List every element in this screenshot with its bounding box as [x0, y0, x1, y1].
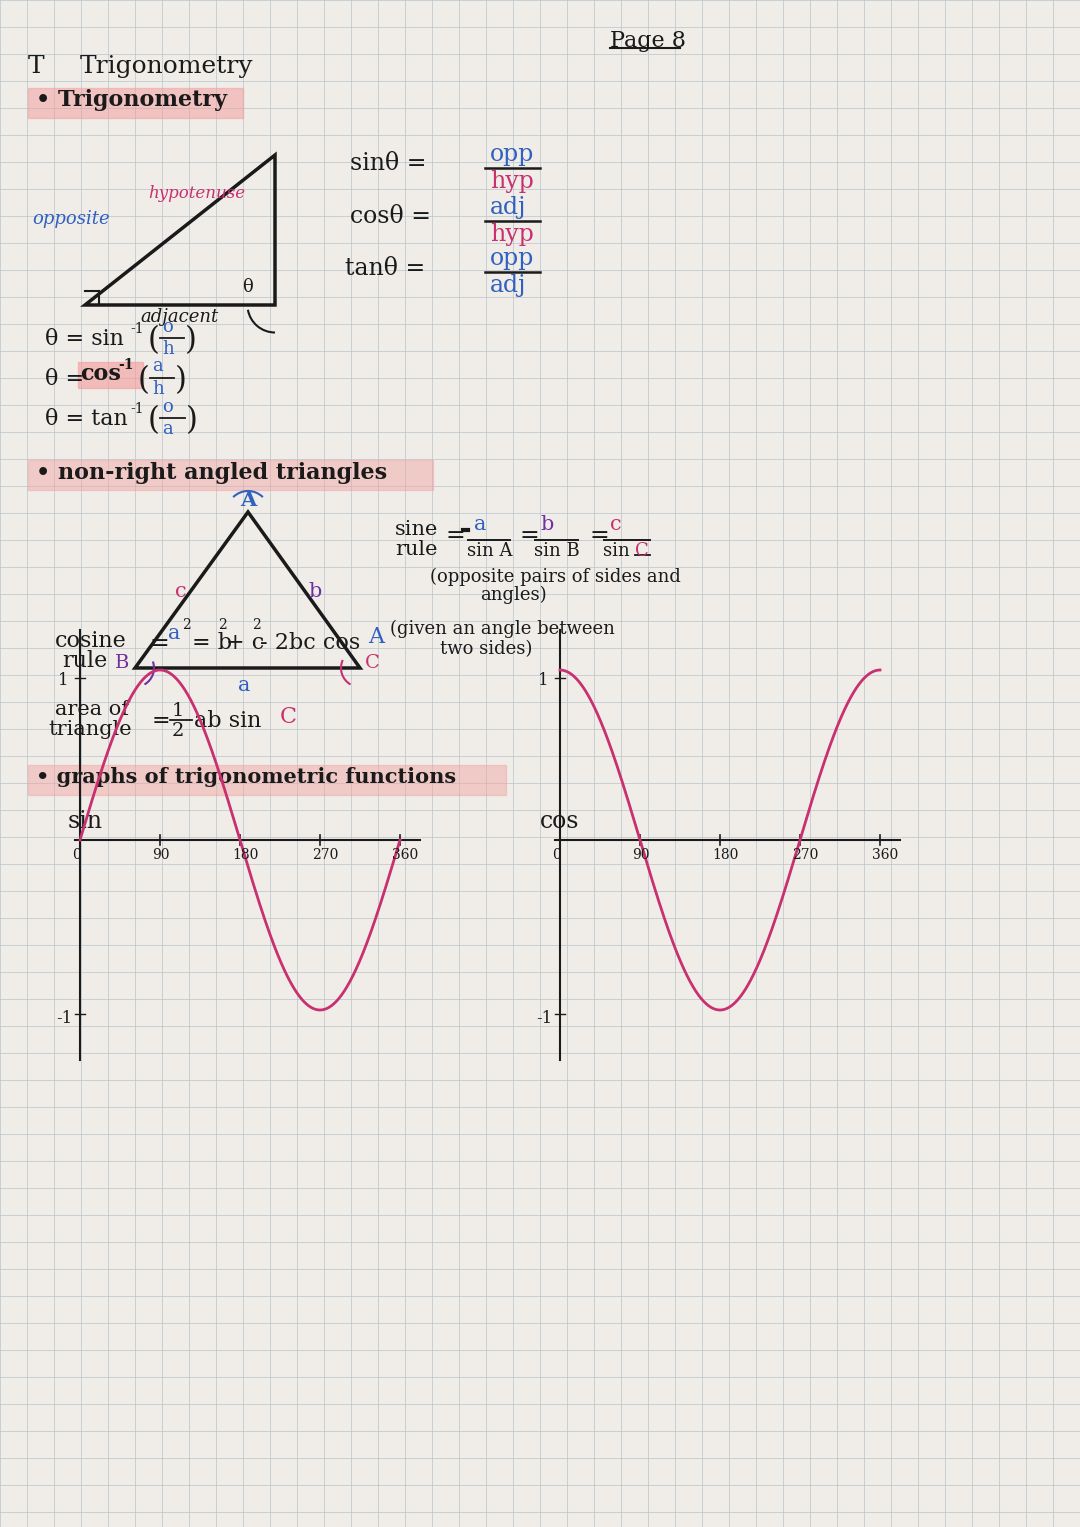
Text: θ = tan: θ = tan: [45, 408, 127, 431]
Bar: [28, 765, 507, 796]
Text: c: c: [175, 582, 187, 602]
Text: 270: 270: [792, 847, 819, 863]
Bar: [28, 89, 243, 118]
Bar: [28, 460, 433, 490]
Text: -1: -1: [130, 322, 144, 336]
Text: + c: + c: [226, 632, 265, 654]
Text: 90: 90: [632, 847, 649, 863]
Text: -1: -1: [130, 402, 144, 415]
Text: 90: 90: [152, 847, 170, 863]
Text: a: a: [152, 357, 163, 376]
Text: two sides): two sides): [440, 640, 532, 658]
Text: rule: rule: [62, 651, 107, 672]
Text: hypotenuse: hypotenuse: [148, 185, 245, 202]
Text: C: C: [635, 542, 649, 560]
Text: adjacent: adjacent: [140, 308, 218, 325]
Text: opp: opp: [490, 144, 535, 166]
Text: 2: 2: [183, 618, 191, 632]
Text: a: a: [168, 625, 180, 643]
Text: (given an angle between: (given an angle between: [390, 620, 615, 638]
Text: 1: 1: [538, 672, 549, 689]
Text: opp: opp: [490, 247, 535, 270]
Text: cos: cos: [80, 363, 121, 385]
Text: (: (: [148, 325, 160, 356]
Text: h: h: [162, 341, 174, 357]
Text: 2: 2: [252, 618, 260, 632]
Text: 270: 270: [312, 847, 338, 863]
Text: C: C: [280, 705, 297, 728]
Text: o: o: [162, 318, 173, 336]
Text: ): ): [186, 405, 198, 437]
Bar: [78, 362, 143, 388]
Text: angles): angles): [480, 586, 546, 605]
Text: sin B: sin B: [534, 542, 580, 560]
Text: T: T: [28, 55, 44, 78]
Text: - 2bc cos: - 2bc cos: [260, 632, 361, 654]
Text: cos: cos: [540, 809, 580, 834]
Text: θ =: θ =: [45, 368, 84, 389]
Text: -1: -1: [56, 1009, 72, 1028]
Text: area of: area of: [55, 699, 129, 719]
Text: -1: -1: [118, 357, 134, 373]
Text: ): ): [175, 365, 187, 395]
Text: rule: rule: [395, 541, 437, 559]
Text: b: b: [308, 582, 321, 602]
Text: =: =: [445, 524, 464, 547]
Text: sinθ =: sinθ =: [350, 153, 427, 176]
Text: (: (: [138, 365, 150, 395]
Text: Trigonometry: Trigonometry: [80, 55, 254, 78]
Text: -1: -1: [536, 1009, 552, 1028]
Text: triangle: triangle: [48, 721, 132, 739]
Text: B: B: [114, 654, 130, 672]
Text: a: a: [238, 676, 251, 695]
Text: o: o: [162, 399, 173, 415]
Text: 360: 360: [392, 847, 418, 863]
Text: a: a: [474, 515, 486, 534]
Text: sin A: sin A: [467, 542, 513, 560]
Text: sin: sin: [68, 809, 103, 834]
Text: cosθ =: cosθ =: [350, 205, 431, 228]
Text: 180: 180: [712, 847, 739, 863]
Text: (opposite pairs of sides and: (opposite pairs of sides and: [430, 568, 680, 586]
Text: a: a: [162, 420, 173, 438]
Text: tanθ =: tanθ =: [345, 257, 426, 279]
Text: Page 8: Page 8: [610, 31, 686, 52]
Text: • non-right angled triangles: • non-right angled triangles: [36, 463, 387, 484]
Text: b: b: [540, 515, 553, 534]
Text: ab sin: ab sin: [194, 710, 261, 731]
Text: opposite: opposite: [32, 211, 110, 228]
Text: sine: sine: [395, 521, 438, 539]
Text: hyp: hyp: [490, 169, 534, 192]
Text: A: A: [240, 490, 256, 510]
Text: 0: 0: [552, 847, 561, 863]
Text: • Trigonometry: • Trigonometry: [36, 89, 227, 111]
Text: c: c: [610, 515, 622, 534]
Text: 2: 2: [172, 722, 185, 741]
Text: 180: 180: [232, 847, 258, 863]
Text: h: h: [152, 380, 164, 399]
Text: adj: adj: [490, 273, 527, 296]
Text: =: =: [152, 710, 171, 731]
Text: A: A: [368, 626, 384, 647]
Text: 2: 2: [218, 618, 227, 632]
Text: adj: adj: [490, 195, 527, 218]
Text: θ = sin: θ = sin: [45, 328, 124, 350]
Text: 360: 360: [872, 847, 899, 863]
Text: = b: = b: [192, 632, 232, 654]
Text: =: =: [150, 632, 170, 655]
Text: hyp: hyp: [490, 223, 534, 246]
Text: 0: 0: [72, 847, 81, 863]
Text: ): ): [185, 325, 197, 356]
Text: C: C: [365, 654, 380, 672]
Text: cosine: cosine: [55, 631, 126, 652]
Text: 1: 1: [58, 672, 69, 689]
Text: (: (: [148, 405, 160, 437]
Text: =: =: [519, 524, 540, 547]
Text: • graphs of trigonometric functions: • graphs of trigonometric functions: [36, 767, 456, 786]
Text: θ: θ: [242, 278, 253, 296]
Text: sin: sin: [603, 542, 630, 560]
Text: 1: 1: [172, 702, 185, 721]
Text: =: =: [590, 524, 610, 547]
